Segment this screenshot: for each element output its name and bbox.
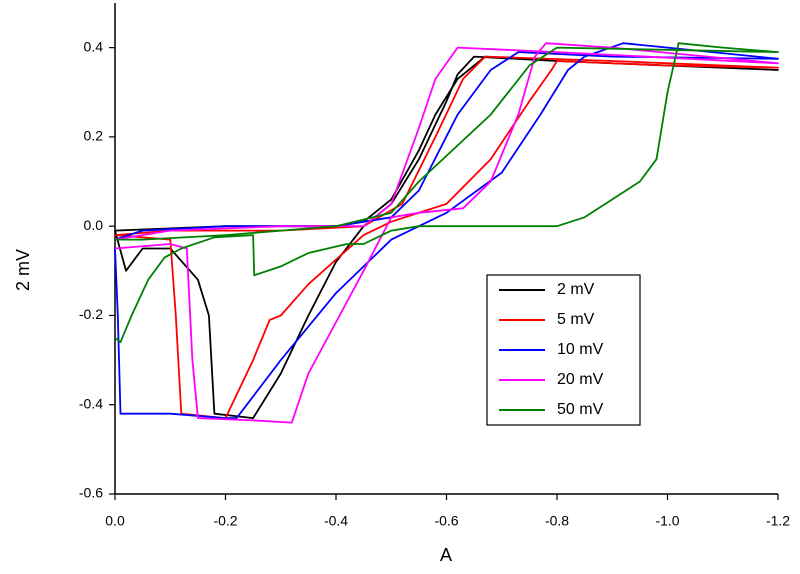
series-line [114,55,779,419]
y-axis-title: 2 mV [13,249,33,291]
legend-label: 5 mV [557,311,595,328]
series-line [114,55,779,419]
series-line [114,42,779,344]
legend-label: 10 mV [557,341,604,358]
y-tick-label: -0.4 [79,395,103,411]
legend-label: 2 mV [557,281,595,298]
y-tick-label: 0.0 [84,217,104,233]
x-axis-title: A [440,545,452,565]
y-tick-label: 0.2 [84,128,104,144]
y-tick-label: 0.4 [84,38,104,54]
series-line [114,42,779,419]
legend-label: 20 mV [557,371,604,388]
x-tick-label: -0.4 [324,513,348,529]
y-tick-label: -0.6 [79,485,103,501]
x-tick-label: -0.2 [213,513,237,529]
legend-label: 50 mV [557,401,604,418]
y-tick-label: -0.2 [79,306,103,322]
x-tick-label: -1.0 [655,513,679,529]
x-tick-label: -0.6 [434,513,458,529]
x-tick-label: 0.0 [105,513,125,529]
series-line [114,42,779,424]
x-tick-label: -1.2 [766,513,790,529]
x-tick-label: -0.8 [545,513,569,529]
